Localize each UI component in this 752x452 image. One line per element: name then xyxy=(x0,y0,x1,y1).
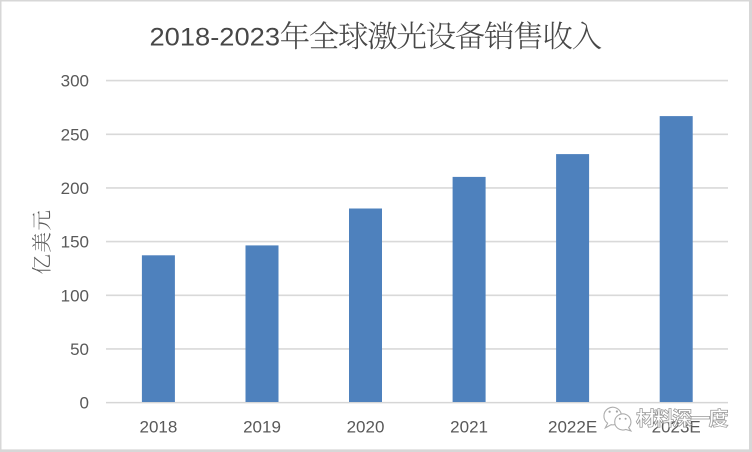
svg-text:2022E: 2022E xyxy=(548,418,597,437)
svg-text:300: 300 xyxy=(61,72,89,91)
svg-text:0: 0 xyxy=(80,394,89,413)
svg-text:2018-2023: 2018-2023 xyxy=(150,24,281,52)
svg-text:100: 100 xyxy=(61,286,89,305)
svg-text:2021: 2021 xyxy=(450,418,488,437)
svg-text:250: 250 xyxy=(61,125,89,144)
svg-text:150: 150 xyxy=(61,233,89,252)
svg-text:50: 50 xyxy=(70,340,89,359)
svg-text:200: 200 xyxy=(61,179,89,198)
svg-text:2019: 2019 xyxy=(243,418,281,437)
svg-text:2020: 2020 xyxy=(347,418,385,437)
svg-text:2018: 2018 xyxy=(139,418,177,437)
